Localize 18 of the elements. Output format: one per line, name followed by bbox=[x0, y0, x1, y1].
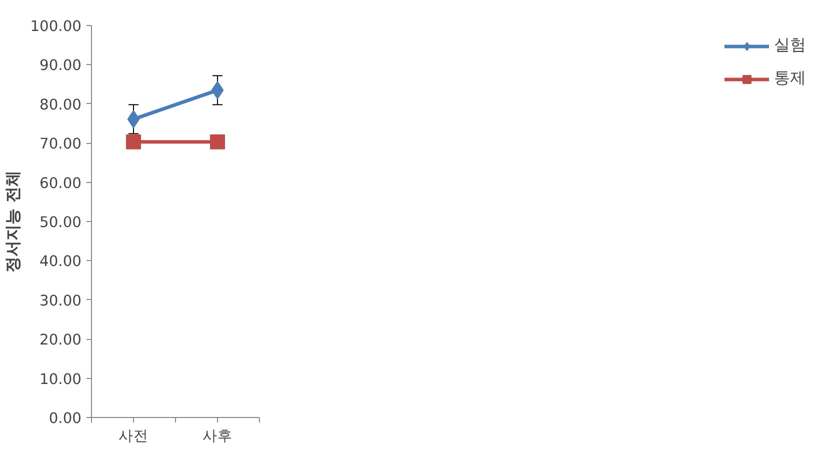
y-tick-label: 100.00 bbox=[30, 18, 82, 35]
y-tick-label: 50.00 bbox=[40, 214, 82, 231]
y-tick-label: 20.00 bbox=[40, 332, 82, 349]
y-tick-label: 0.00 bbox=[48, 410, 82, 427]
x-tick-label: 사전 bbox=[118, 428, 148, 444]
y-tick-label: 10.00 bbox=[40, 370, 82, 388]
point bbox=[210, 134, 225, 150]
y-tick-label: 40.00 bbox=[40, 253, 82, 270]
y-tick-label: 30.00 bbox=[40, 292, 82, 310]
point bbox=[126, 134, 141, 150]
y-tick-label: 60.00 bbox=[40, 174, 82, 192]
y-tick-label: 80.00 bbox=[40, 96, 82, 114]
y-tick-label: 70.00 bbox=[40, 136, 82, 153]
legend-label: 통제 bbox=[774, 68, 806, 89]
x-tick-label: 사후 bbox=[202, 428, 232, 444]
y-axis-title: 정서지능 전체 bbox=[3, 170, 22, 272]
y-tick-label: 90.00 bbox=[40, 57, 82, 74]
legend-label: 실험 bbox=[774, 35, 806, 56]
